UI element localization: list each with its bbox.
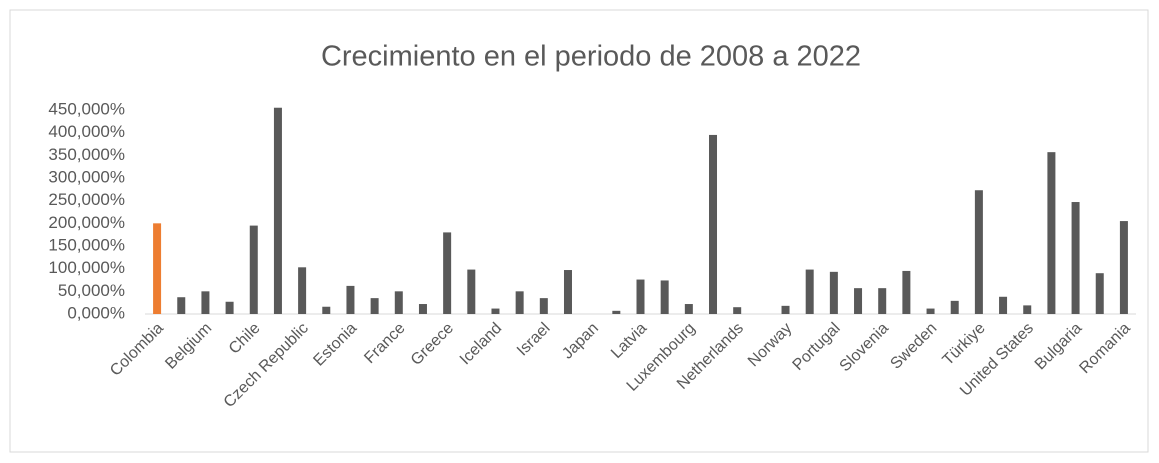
bar: [829, 271, 838, 314]
y-tick-label: 50,000%: [58, 281, 125, 300]
bar: [1095, 273, 1104, 314]
bar: [563, 270, 572, 314]
bar: [660, 280, 669, 314]
bar: [249, 225, 258, 314]
bar: [515, 291, 524, 314]
y-tick-label: 150,000%: [48, 235, 125, 254]
chart-title: Crecimiento en el periodo de 2008 a 2022: [321, 41, 861, 73]
bar: [854, 288, 863, 314]
bar: [273, 107, 282, 314]
bar: [177, 297, 186, 314]
bar: [225, 301, 234, 314]
bar: [491, 308, 500, 314]
y-tick-label: 400,000%: [48, 122, 125, 141]
bar: [1047, 152, 1056, 314]
bar: [878, 288, 887, 314]
y-tick-label: 200,000%: [48, 213, 125, 232]
bar: [298, 267, 307, 314]
bar: [999, 296, 1008, 314]
y-tick-label: 0,000%: [67, 303, 125, 322]
bar: [636, 279, 645, 314]
bar: [322, 306, 331, 314]
y-tick-label: 100,000%: [48, 258, 125, 277]
bar: [346, 285, 355, 314]
bar: [1071, 202, 1080, 314]
bar: [950, 300, 959, 314]
bar: [709, 134, 718, 314]
bar: [201, 291, 210, 314]
bar: [418, 304, 427, 314]
bar: [394, 291, 403, 314]
y-tick-label: 300,000%: [48, 167, 125, 186]
bar: [974, 190, 983, 314]
bar: [805, 269, 814, 314]
y-tick-label: 250,000%: [48, 190, 125, 209]
bar: [733, 307, 742, 314]
bar: [467, 269, 476, 314]
bar: [902, 270, 911, 314]
bar: [443, 232, 452, 314]
bar: [1119, 221, 1128, 314]
bar: [926, 308, 935, 314]
bar: [781, 305, 790, 314]
bar: [1023, 305, 1032, 314]
chart-frame: [9, 9, 1149, 453]
bar: [539, 298, 548, 314]
y-tick-label: 350,000%: [48, 145, 125, 164]
y-tick-label: 450,000%: [48, 99, 125, 118]
bar: [370, 298, 379, 314]
bar: [153, 223, 162, 314]
bar: [612, 310, 621, 314]
bar: [684, 304, 693, 314]
